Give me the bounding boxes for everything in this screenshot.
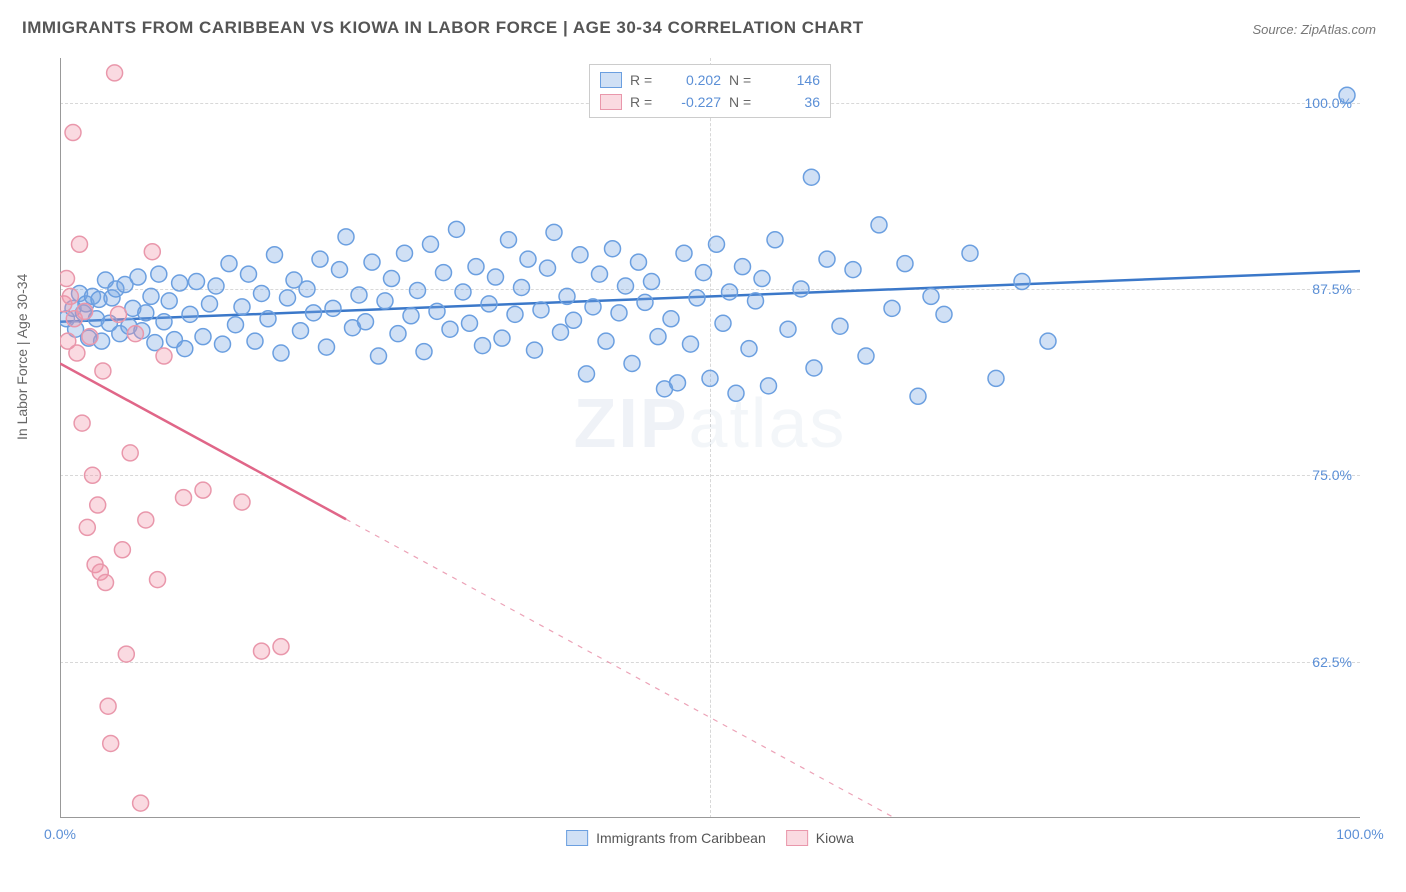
swatch-series1: [600, 72, 622, 88]
swatch-series2: [600, 94, 622, 110]
legend-item-series2: Kiowa: [786, 830, 854, 846]
legend-row-series1: R = 0.202 N = 146: [600, 69, 820, 91]
legend-item-series1: Immigrants from Caribbean: [566, 830, 766, 846]
chart-plot-area: ZIPatlas R = 0.202 N = 146 R = -0.227 N …: [60, 58, 1360, 818]
swatch-series1-b: [566, 830, 588, 846]
source-attribution: Source: ZipAtlas.com: [1252, 22, 1376, 37]
swatch-series2-b: [786, 830, 808, 846]
x-tick-label: 0.0%: [44, 826, 76, 842]
correlation-legend: R = 0.202 N = 146 R = -0.227 N = 36: [589, 64, 831, 118]
y-axis-label: In Labor Force | Age 30-34: [14, 274, 30, 440]
scatter-plot-svg: [60, 58, 1360, 818]
chart-title: IMMIGRANTS FROM CARIBBEAN VS KIOWA IN LA…: [22, 18, 864, 38]
legend-row-series2: R = -0.227 N = 36: [600, 91, 820, 113]
series-legend: Immigrants from Caribbean Kiowa: [566, 830, 854, 846]
x-tick-label: 100.0%: [1336, 826, 1383, 842]
